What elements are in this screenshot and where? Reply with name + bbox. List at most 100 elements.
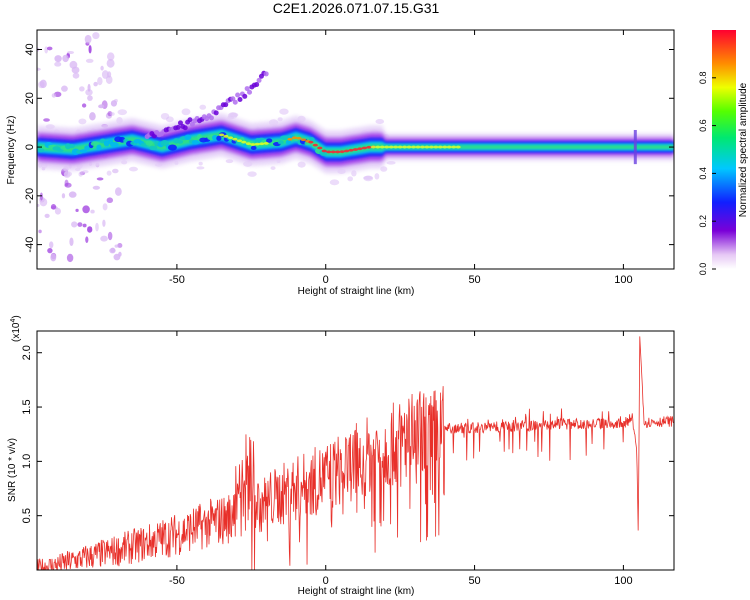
spectrogram-x-tick-label: 50 [468, 274, 480, 286]
spectrogram-peak-blob [361, 146, 368, 150]
spectrogram-speckle [63, 171, 71, 179]
snr-x-axis-label: Height of straight line (km) [298, 586, 415, 597]
spectrogram-x-tick-label: 0 [323, 274, 329, 286]
snr-panel: -50 0 50 100 0.5 1.0 1.5 2.0 Height of straight… [7, 315, 675, 597]
spectrogram-speckle [100, 65, 104, 71]
spectrogram-speckle [166, 116, 174, 123]
spectrogram-branch-blob [182, 125, 188, 131]
spectrogram-peak-blob [321, 149, 327, 153]
spectrogram-speckle [95, 222, 99, 232]
colorbar-tick-label: 0.8 [698, 72, 708, 85]
spectrogram-core-blob [167, 144, 177, 151]
spectrogram-speckle [71, 66, 80, 74]
spectrogram-peak-blob [402, 145, 408, 149]
spectrogram-core-blob [96, 144, 102, 151]
spectrogram-speckle [54, 61, 62, 67]
spectrogram-speckle [87, 83, 91, 92]
spectrogram-peak-blob [296, 136, 302, 140]
spectrogram-speckle [375, 118, 385, 125]
spectrogram-speckle [90, 209, 95, 214]
spectrogram-core-blob [37, 142, 40, 150]
spectrogram-peak-blob [343, 149, 350, 153]
spectrogram-speckle [82, 205, 90, 214]
spectrogram-speckle [50, 204, 57, 210]
spectrogram-peak-blob [455, 145, 461, 149]
spectrogram-core-blob [216, 135, 222, 141]
spectrogram-speckle [54, 207, 61, 215]
spectrogram-core-blob [177, 139, 184, 144]
spectrogram-peak-blob [218, 133, 225, 137]
spectrogram-peak-blob [330, 150, 336, 154]
spectrogram-speckle [39, 192, 43, 201]
spectrogram-peak-blob [317, 146, 323, 150]
spectrogram-peak-blob [254, 142, 260, 146]
snr-multiplier-label: (x104) [10, 315, 22, 342]
figure-title: C2E1.2026.071.07.15.G31 [273, 0, 440, 16]
spectrogram-core-blob [285, 140, 292, 145]
spectrogram-peak-blob [397, 145, 403, 149]
spectrogram-speckle [107, 71, 112, 78]
spectrogram-speckle [347, 176, 354, 182]
spectrogram-spike [633, 129, 637, 165]
spectrogram-speckle [64, 179, 69, 187]
spectrogram-speckle [117, 109, 128, 116]
spectrogram-peak-blob [227, 136, 234, 140]
spectrogram-heatmap [37, 32, 674, 263]
spectrogram-branch-blob [223, 102, 229, 108]
spectrogram-branch-blob [213, 110, 219, 116]
spectrogram-speckle [114, 244, 119, 248]
spectrogram-speckle [82, 170, 89, 174]
spectrogram-y-tick-label: 40 [24, 43, 36, 55]
snr-multiplier-exp: 4 [10, 319, 17, 323]
spectrogram-speckle [102, 203, 108, 211]
spectrogram-speckle [199, 104, 207, 110]
spectrogram-speckle [270, 166, 276, 170]
spectrogram-peak-blob [300, 138, 307, 142]
spectrogram-peak-blob [245, 142, 251, 146]
spectrogram-x-axis-label: Height of straight line (km) [298, 286, 415, 297]
spectrogram-speckle [38, 229, 42, 234]
spectrogram-speckle [77, 222, 83, 227]
spectrogram-branch-blob [175, 124, 181, 130]
spectrogram-peak-blob [291, 136, 298, 140]
spectrogram-speckle [181, 108, 191, 116]
snr-y-tick-label: 2.0 [21, 345, 33, 360]
spectrogram-speckle [106, 170, 112, 176]
snr-y-tick-label: 1.5 [21, 399, 33, 414]
spectrogram-peak-blob [259, 142, 265, 146]
spectrogram-speckle [351, 170, 357, 177]
colorbar-gradient [712, 30, 736, 269]
spectrogram-speckle [87, 226, 93, 233]
snr-x-tick-label: 50 [468, 575, 480, 587]
colorbar-label: Normalized spectral amplitude [738, 82, 749, 217]
spectrogram-core-blob [145, 140, 153, 146]
spectrogram-peak-blob [379, 145, 385, 149]
spectrogram-peak-blob [335, 150, 341, 154]
spectrogram-peak-blob [348, 148, 354, 152]
colorbar-tick-label: 0.6 [698, 119, 708, 132]
spectrogram-peak-blob [312, 143, 318, 147]
spectrogram-speckle [279, 108, 289, 115]
spectrogram-branch-blob [177, 120, 183, 126]
spectrogram-speckle [75, 208, 79, 213]
spectrogram-peak-blob [308, 140, 314, 144]
spectrogram-speckle [198, 161, 203, 166]
spectrogram-peak-blob [442, 145, 448, 149]
spectrogram-core-blob [37, 148, 45, 153]
spectrogram-branch-blob [254, 82, 260, 88]
spectrogram-speckle [68, 191, 77, 198]
spectrogram-speckle [66, 253, 74, 263]
spectrogram-speckle [92, 185, 101, 190]
spectrogram-speckle [50, 253, 57, 262]
spectrogram-speckle [96, 177, 104, 181]
spectrogram-peak-blob [287, 137, 293, 141]
spectrogram-peak-blob [236, 139, 243, 143]
spectrogram-y-tick-label: -20 [24, 188, 36, 204]
spectrogram-peak-blob [393, 145, 399, 149]
spectrogram-core-blob [79, 149, 88, 153]
spectrogram-speckle [196, 166, 205, 170]
spectrogram-speckle [62, 54, 69, 63]
spectrogram-speckle [46, 46, 53, 51]
spectrogram-peak-blob [437, 145, 443, 149]
spectrogram-speckle [72, 72, 80, 79]
